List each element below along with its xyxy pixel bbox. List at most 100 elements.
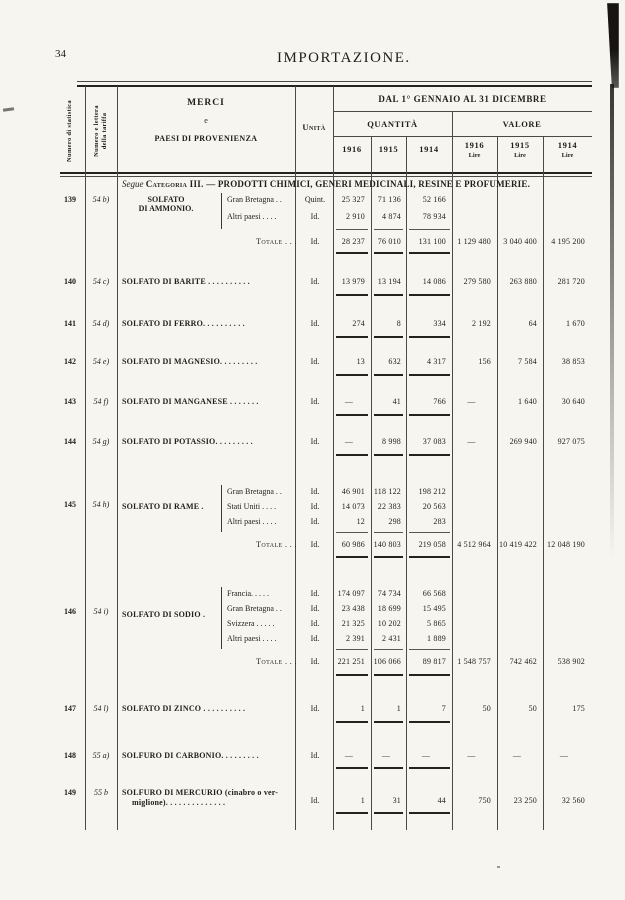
col-divider (406, 137, 407, 830)
unit-cell: Id. (310, 357, 320, 366)
val-1916-cell: 750 (478, 796, 491, 805)
qty-1916-cell: 46 901 (341, 487, 365, 496)
qty-1914-cell: 15 495 (422, 604, 446, 613)
totale-label: Totale . . . (256, 657, 297, 666)
col-divider (333, 86, 334, 830)
val-1914-cell: 927 075 (557, 437, 585, 446)
country-label: Francia. . . . . (227, 589, 269, 598)
subtotal-rule (374, 229, 403, 230)
year-header-v-1915: 1915 (510, 140, 530, 150)
val-1915-cell: 3 040 400 (503, 237, 537, 246)
val-1916-cell: 1 129 480 (457, 237, 491, 246)
qty-1914-cell: — (421, 751, 431, 760)
val-1914-cell: 175 (572, 704, 585, 713)
qty-1914-cell: 66 568 (422, 589, 446, 598)
merci-name: SOLFATO DI ZINCO . . . . . . . . . . (122, 704, 246, 713)
qty-1915-cell: 2 431 (382, 634, 401, 643)
row-stat-number: 142 (64, 357, 76, 366)
year-header-q-1916: 1916 (342, 144, 362, 154)
table-top-rule-thick (77, 85, 592, 87)
col-divider (371, 137, 372, 830)
column-header-merci: MERCI (187, 98, 225, 108)
row-tariff: 54 h) (92, 500, 110, 509)
row-end-rule (409, 556, 450, 558)
row-tariff: 55 a) (92, 751, 110, 760)
val-1915-cell: — (512, 751, 522, 760)
totale-label: Totale . . . (256, 237, 297, 246)
scan-binding-artifact (607, 3, 619, 88)
row-stat-number: 147 (64, 704, 76, 713)
col-divider (85, 86, 86, 830)
row-end-rule (409, 294, 450, 296)
row-tariff: 55 b (94, 788, 108, 797)
row-end-rule (336, 812, 368, 814)
row-tariff: 54 l) (93, 704, 109, 713)
qty-1916-cell: 13 979 (341, 277, 365, 286)
val-1915-cell: 10 419 422 (499, 540, 537, 549)
unit-cell: Id. (310, 634, 320, 643)
qty-1916-cell: 2 910 (346, 212, 365, 221)
row-end-rule (336, 414, 368, 416)
unit-cell: Id. (310, 796, 320, 805)
val-1915-cell: 742 462 (509, 657, 537, 666)
merci-name: SOLFATO DI FERRO. . . . . . . . . . (122, 319, 245, 328)
qty-1916-cell: 12 (356, 517, 365, 526)
year-header-v-1914: 1914 (557, 140, 578, 150)
qty-1916-cell: 28 237 (341, 237, 365, 246)
qty-1915-cell: 8 (396, 319, 401, 328)
qty-1914-cell: 37 083 (422, 437, 446, 446)
qty-1914-cell: 131 100 (418, 237, 446, 246)
val-1914-cell: 4 195 200 (551, 237, 585, 246)
row-end-rule (409, 374, 450, 376)
qty-1915-cell: 18 699 (377, 604, 401, 613)
val-1914-cell: 32 560 (561, 796, 585, 805)
row-tariff: 54 c) (92, 277, 110, 286)
merci-name: SOLFATO DI RAME . (122, 502, 204, 511)
val-1914-cell: — (559, 751, 569, 760)
subtotal-rule (409, 229, 450, 230)
qty-1916-cell: 21 325 (341, 619, 365, 628)
unit-cell: Id. (310, 589, 320, 598)
val-1915-cell: 7 584 (518, 357, 537, 366)
qty-1914-cell: 89 817 (422, 657, 446, 666)
country-label: Svizzera . . . . . (227, 619, 275, 628)
unit-cell: Id. (310, 397, 320, 406)
val-1916-cell: 4 512 964 (457, 540, 491, 549)
qty-1916-cell: 2 391 (346, 634, 365, 643)
header-bottom-rule-thick (60, 172, 592, 174)
country-label: Stati Uniti . . . . (227, 502, 277, 511)
row-stat-number: 148 (64, 751, 76, 760)
column-header-paesi: PAESI DI PROVENIENZA (154, 134, 258, 143)
subtotal-rule (409, 649, 450, 650)
subtotal-rule (336, 532, 368, 533)
val-1915-cell: 263 880 (509, 277, 537, 286)
row-end-rule (336, 374, 368, 376)
lire-label: Lire (561, 152, 574, 159)
country-label: Gran Bretagna . . (227, 195, 282, 204)
val-1914-cell: 538 902 (557, 657, 585, 666)
unit-cell: Id. (310, 619, 320, 628)
merci-name: SOLFURO DI CARBONIO. . . . . . . . . (122, 751, 259, 760)
subtotal-rule (374, 532, 403, 533)
row-stat-number: 139 (64, 195, 76, 204)
val-1914-cell: 30 640 (561, 397, 585, 406)
row-end-rule (336, 674, 368, 676)
col-divider (117, 86, 118, 830)
qty-1916-cell: 60 986 (341, 540, 365, 549)
qty-1915-cell: 10 202 (377, 619, 401, 628)
row-end-rule (409, 721, 450, 723)
qty-1914-cell: 219 058 (418, 540, 446, 549)
year-header-q-1915: 1915 (378, 144, 399, 154)
category-name: Categoria III. (145, 179, 207, 189)
merci-name: SOLFATO DI MAGNESIO. . . . . . . . . (122, 357, 258, 366)
unit-cell: Id. (310, 517, 320, 526)
qty-1914-cell: 4 317 (427, 357, 446, 366)
qty-1914-cell: 78 934 (422, 212, 446, 221)
qty-1916-cell: — (344, 437, 354, 446)
qty-1914-cell: 766 (433, 397, 446, 406)
qty-1915-cell: 31 (392, 796, 401, 805)
qty-1915-cell: 1 (396, 704, 401, 713)
row-stat-number: 140 (64, 277, 76, 286)
val-1916-cell: 279 580 (463, 277, 491, 286)
unit-cell: Id. (310, 212, 320, 221)
